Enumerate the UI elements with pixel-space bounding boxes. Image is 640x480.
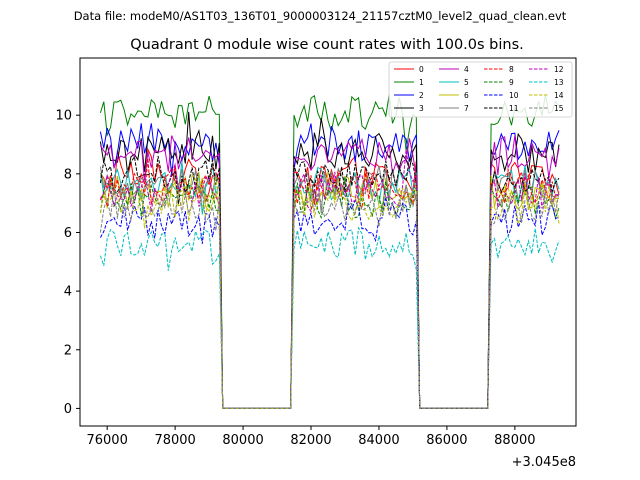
- y-tick-label: 8: [64, 167, 72, 182]
- y-axis: 0 2 4 6 8 10: [55, 109, 80, 417]
- legend-label-5: 5: [464, 78, 469, 87]
- legend-label-10: 10: [509, 91, 519, 100]
- series-line-12: [99, 149, 560, 409]
- legend-label-2: 2: [419, 91, 424, 100]
- series-line-15: [99, 184, 560, 409]
- legend-label-9: 9: [509, 78, 514, 87]
- y-tick-label: 10: [55, 109, 72, 124]
- x-tick-label: 88000: [494, 433, 535, 448]
- legend-label-12: 12: [554, 65, 564, 74]
- y-tick-label: 0: [64, 402, 72, 417]
- x-tick-label: 80000: [222, 433, 263, 448]
- legend-label-14: 14: [554, 91, 564, 100]
- legend-label-3: 3: [419, 104, 424, 113]
- legend-label-1: 1: [419, 78, 424, 87]
- legend-label-11: 11: [509, 104, 519, 113]
- y-tick-label: 4: [64, 285, 72, 300]
- legend-label-4: 4: [464, 65, 469, 74]
- x-tick-label: 82000: [290, 433, 331, 448]
- series-line-13: [99, 226, 560, 409]
- x-tick-label: 78000: [154, 433, 195, 448]
- legend-label-6: 6: [464, 91, 469, 100]
- series-line-11: [99, 155, 560, 409]
- series-layer: [99, 94, 560, 409]
- x-tick-label: 76000: [86, 433, 127, 448]
- legend-label-8: 8: [509, 65, 514, 74]
- x-offset-label: +3.045e8: [512, 455, 576, 470]
- chart-suptitle: Data file: modeM0/AS1T03_136T01_90000031…: [74, 9, 567, 23]
- x-tick-label: 86000: [426, 433, 467, 448]
- legend-label-15: 15: [554, 104, 564, 113]
- y-tick-label: 6: [64, 226, 72, 241]
- plot-frame: [79, 57, 577, 427]
- y-tick-label: 2: [64, 343, 72, 358]
- chart-title: Quadrant 0 module wise count rates with …: [130, 37, 524, 53]
- legend-label-7: 7: [464, 104, 469, 113]
- x-tick-label: 84000: [358, 433, 399, 448]
- x-axis: 76000 78000 80000 82000 84000 86000 88000: [86, 426, 536, 448]
- legend-box: [388, 61, 573, 118]
- legend-label-13: 13: [554, 78, 564, 87]
- legend-label-0: 0: [419, 65, 424, 74]
